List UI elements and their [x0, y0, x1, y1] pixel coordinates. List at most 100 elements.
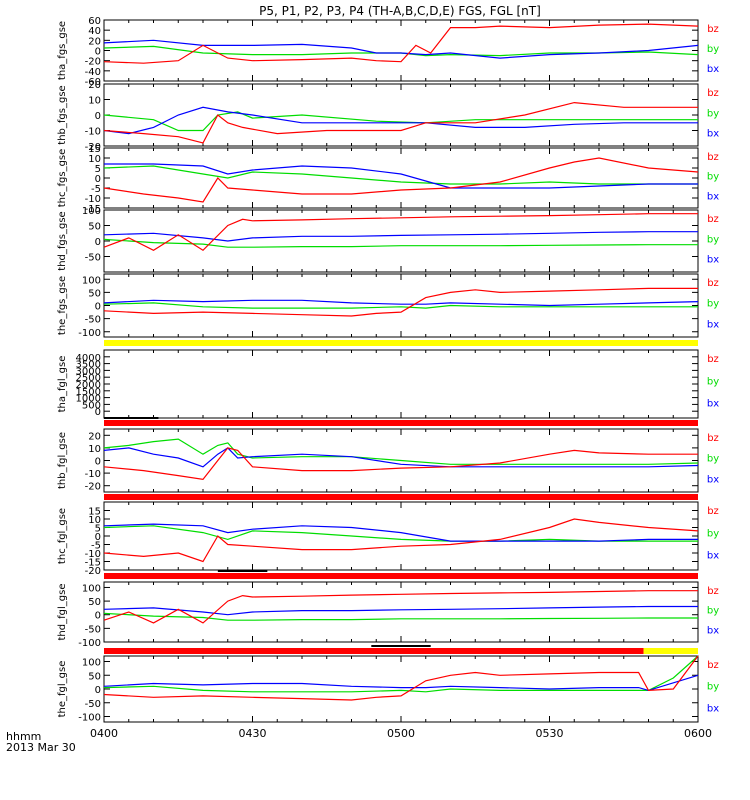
series-bx [103, 605, 698, 616]
legend-bx: bx [707, 129, 719, 140]
y-tick-label: 2500 [76, 373, 101, 384]
series-by [103, 238, 698, 248]
panel-frame [103, 19, 699, 82]
y-tick-label: 0 [95, 457, 101, 468]
y-axis-label: the_fgl_gse [57, 661, 68, 718]
y-tick-label: 15 [88, 507, 101, 518]
legend-bx: bx [707, 551, 719, 562]
y-tick-label: 4000 [76, 353, 101, 364]
series-bx [103, 39, 699, 59]
legend-bx: bx [707, 319, 719, 330]
y-tick-label: 0 [95, 407, 101, 418]
y-tick-label: -100 [78, 328, 101, 339]
y-tick-label: 0 [95, 532, 101, 543]
x-tick-label: 0400 [90, 727, 118, 740]
y-tick-label: -5 [91, 184, 101, 195]
date-label: 2013 Mar 30 [6, 741, 76, 754]
panel-the_fgs_gse: -100 -50 0 50 100 the_fgs_gse bz by bx [57, 273, 719, 339]
series-by [103, 438, 699, 465]
series-by [103, 525, 698, 542]
status-bar [104, 645, 698, 654]
legend-by: by [707, 376, 719, 387]
y-tick-label: 5 [95, 524, 101, 535]
series-bx [103, 523, 698, 542]
legend-bx: bx [707, 625, 719, 636]
series-bx [103, 231, 698, 242]
y-tick-label: 5 [95, 164, 101, 175]
x-tick-label: 0600 [684, 727, 712, 740]
y-tick-label: 0 [95, 237, 101, 248]
y-tick-label: 1500 [76, 387, 101, 398]
y-tick-label: 20 [88, 431, 101, 442]
series-by [103, 111, 698, 132]
time-format-label: hhmm [6, 730, 41, 743]
legend-by: by [707, 44, 719, 55]
y-tick-label: -20 [85, 57, 101, 68]
y-tick-label: 0 [95, 685, 101, 696]
legend-by: by [707, 528, 719, 539]
y-tick-label: 10 [88, 444, 101, 455]
series-bx [103, 674, 699, 692]
legend-by: by [707, 299, 719, 310]
y-tick-label: 15 [88, 144, 101, 155]
x-tick-label: 0530 [536, 727, 564, 740]
y-tick-label: 100 [82, 583, 101, 594]
legend-bz: bz [707, 586, 719, 597]
panel-thd_fgl_gse: -100 -50 0 50 100 thd_fgl_gse bz by bx [57, 581, 719, 649]
series-bz [103, 23, 699, 64]
series-bz [103, 101, 698, 144]
y-tick-label: -100 [78, 638, 101, 649]
status-bar-segment [104, 648, 644, 654]
panel-frame [103, 147, 699, 209]
panel-frame [103, 501, 699, 571]
y-tick-label: 0 [95, 611, 101, 622]
y-tick-label: 60 [88, 16, 101, 27]
y-tick-label: 3500 [76, 360, 101, 371]
y-tick-label: 10 [88, 515, 101, 526]
legend-by: by [707, 682, 719, 693]
legend-bx: bx [707, 255, 719, 266]
y-tick-label: 100 [82, 206, 101, 217]
series-by [103, 302, 698, 309]
legend-bz: bz [707, 88, 719, 99]
y-axis-label: thc_fgs_gse [57, 149, 68, 208]
series-bx [103, 447, 699, 468]
y-tick-label: -50 [85, 253, 101, 264]
series-bz [103, 287, 698, 317]
y-tick-label: 0 [95, 47, 101, 58]
y-tick-label: 0 [95, 174, 101, 185]
y-axis-label: thc_fgl_gse [57, 508, 68, 564]
status-bar-segment [104, 340, 698, 346]
y-tick-label: 1000 [76, 394, 101, 405]
legend-bz: bz [707, 214, 719, 225]
series-bx [103, 106, 698, 135]
y-tick-label: 40 [88, 26, 101, 37]
status-bar-segment [643, 648, 698, 654]
legend-by: by [707, 454, 719, 465]
legend-bz: bz [707, 24, 719, 35]
x-axis: 0400 0430 0500 0530 0600 [90, 727, 712, 740]
panel-thb_fgs_gse: -20 -10 0 10 20 thb_fgs_gse bz by bx [57, 80, 719, 153]
y-axis-label: tha_fgl_gse [57, 356, 68, 413]
status-bar [104, 417, 698, 426]
series-bz [103, 157, 699, 203]
y-tick-label: 50 [88, 222, 101, 233]
legend-bz: bz [707, 433, 719, 444]
legend-bz: bz [707, 354, 719, 365]
series-by [103, 165, 698, 185]
y-tick-label: -50 [85, 624, 101, 635]
status-bar [104, 340, 698, 346]
y-tick-label: 50 [88, 597, 101, 608]
x-tick-label: 0500 [387, 727, 415, 740]
status-bar [104, 494, 698, 500]
y-axis-label: the_fgs_gse [57, 276, 68, 335]
y-tick-label: 50 [88, 288, 101, 299]
legend-bz: bz [707, 660, 719, 671]
legend-by: by [707, 606, 719, 617]
y-tick-label: -10 [85, 127, 101, 138]
series-by [103, 612, 698, 621]
y-tick-label: 3000 [76, 366, 101, 377]
